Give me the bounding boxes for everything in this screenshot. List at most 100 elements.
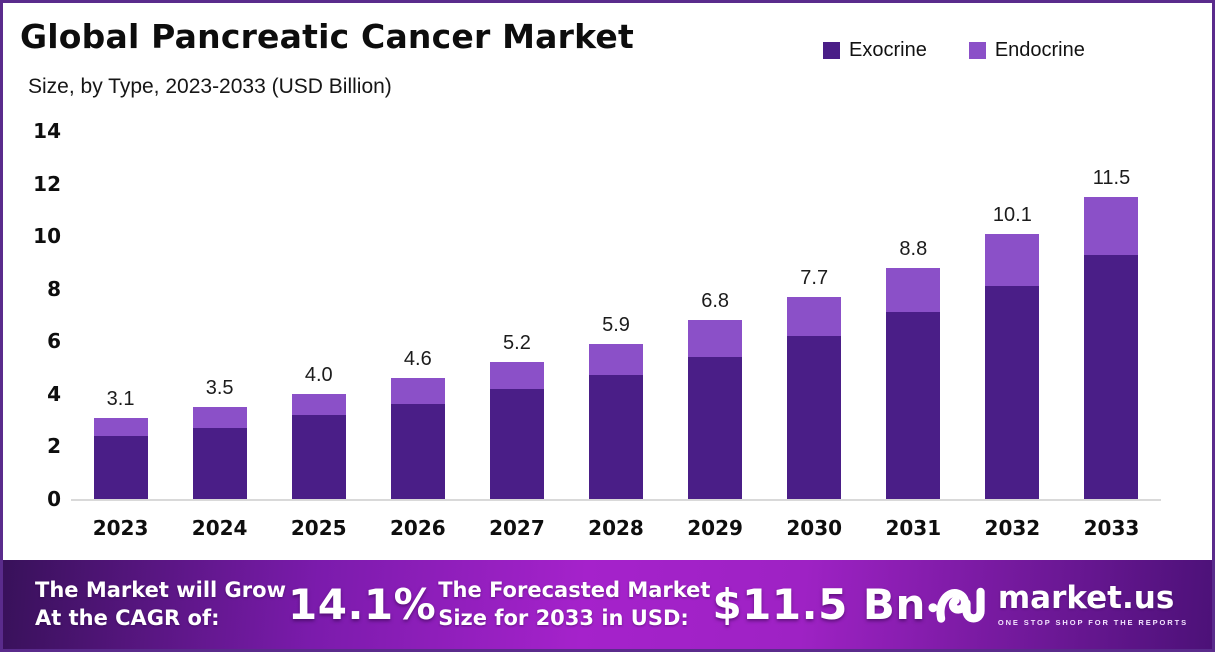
bar-segment-exocrine — [787, 336, 842, 499]
y-axis-tick: 0 — [47, 487, 61, 511]
legend-label-endocrine: Endocrine — [994, 39, 1085, 61]
bar-segment-exocrine — [390, 404, 445, 499]
bar-segment-endocrine — [390, 378, 445, 405]
forecast-value: $11.5 Bn — [712, 580, 926, 629]
bar-segment-exocrine — [489, 388, 544, 499]
bar-group: 6.8 — [666, 133, 765, 499]
bar-stack — [192, 407, 247, 499]
bar-stack — [93, 417, 148, 499]
bar-group: 5.2 — [467, 133, 566, 499]
logo-wordmark: market.us — [997, 580, 1175, 617]
x-axis-labels: 2023 2024 2025 2026 2027 2028 2029 2030 2031 2032… — [71, 516, 1161, 540]
cagr-text: The Market will Grow At the CAGR of: — [35, 577, 286, 632]
bar-segment-exocrine — [886, 312, 941, 499]
logo-text-block: market.us ONE STOP SHOP FOR THE REPORTS — [998, 582, 1188, 627]
bar-stack — [1084, 196, 1139, 499]
bar-segment-endocrine — [985, 233, 1040, 287]
bar-segment-exocrine — [1084, 254, 1139, 499]
legend: Exocrine Endocrine — [823, 39, 1085, 62]
bar-segment-endocrine — [688, 320, 743, 358]
x-axis-label: 2026 — [389, 516, 446, 540]
x-axis-label: 2025 — [290, 516, 347, 540]
cagr-text-line1: The Market will Grow — [35, 577, 286, 602]
x-axis-label: 2030 — [786, 516, 843, 540]
y-axis-tick: 12 — [33, 171, 61, 196]
x-axis-label: 2033 — [1083, 516, 1140, 540]
bar-group: 7.7 — [765, 133, 864, 499]
bar-segment-endocrine — [93, 417, 148, 436]
x-axis-label: 2031 — [885, 516, 942, 540]
bar-stack — [291, 393, 346, 499]
bar-segment-exocrine — [192, 428, 247, 499]
forecast-text-line2: Size for 2033 in USD: — [438, 605, 689, 630]
bar-group: 3.1 — [71, 133, 170, 499]
chart-subtitle: Size, by Type, 2023-2033 (USD Billion) — [28, 75, 392, 98]
bar-segment-exocrine — [291, 414, 346, 499]
bar-stack — [688, 320, 743, 499]
exocrine-swatch-icon — [823, 42, 840, 59]
x-axis-label: 2029 — [687, 516, 743, 540]
cagr-text-line2: At the CAGR of: — [35, 605, 220, 630]
bar-total-label: 4.0 — [304, 363, 333, 386]
y-axis-tick: 8 — [47, 276, 61, 301]
bar-group: 4.0 — [269, 133, 368, 499]
bar-segment-exocrine — [688, 357, 743, 499]
marketus-logo: market.us ONE STOP SHOP FOR THE REPORTS — [928, 580, 1188, 630]
logo-tagline: ONE STOP SHOP FOR THE REPORTS — [997, 617, 1188, 627]
bar-segment-endocrine — [589, 343, 644, 376]
bar-group: 11.5 — [1062, 133, 1161, 499]
bar-stack — [589, 343, 644, 499]
bar-group: 4.6 — [368, 133, 467, 499]
endocrine-swatch-icon — [968, 42, 986, 59]
y-axis-tick: 2 — [47, 434, 61, 459]
chart-title: Global Pancreatic Cancer Market — [20, 17, 634, 56]
x-axis-label: 2032 — [984, 516, 1041, 540]
forecast-text: The Forecasted Market Size for 2033 in U… — [438, 577, 710, 632]
y-axis-tick: 10 — [33, 224, 61, 249]
x-axis-label: 2027 — [489, 516, 545, 540]
y-axis-tick: 6 — [47, 329, 61, 354]
bar-total-label: 7.7 — [800, 266, 829, 289]
bar-group: 3.5 — [170, 133, 269, 499]
logo-swirl-icon — [928, 587, 985, 623]
bar-stack — [985, 233, 1040, 499]
bar-segment-endocrine — [291, 393, 346, 415]
bar-total-label: 4.6 — [403, 348, 432, 371]
bar-total-label: 3.5 — [205, 377, 234, 400]
bar-total-label: 5.2 — [503, 332, 531, 355]
legend-label-exocrine: Exocrine — [849, 39, 927, 61]
bar-total-label: 10.1 — [992, 203, 1032, 226]
x-axis-label: 2023 — [92, 516, 149, 540]
bar-group: 10.1 — [963, 133, 1062, 499]
bar-total-label: 6.8 — [701, 290, 730, 313]
x-axis-label: 2024 — [191, 516, 248, 540]
chart: 0 2 4 6 8 10 12 14 3.1 3.5 4.0 4.6 5.2 5.9 6.8 7.7 8.8 10… — [33, 119, 1161, 540]
bar-group: 8.8 — [864, 133, 963, 499]
bar-segment-endocrine — [886, 267, 941, 313]
cagr-value: 14.1% — [288, 580, 437, 629]
bar-segment-exocrine — [985, 286, 1040, 499]
bar-stack — [787, 296, 842, 499]
cagr-banner: The Market will Grow At the CAGR of: 14.… — [3, 560, 1212, 649]
bar-stack — [489, 362, 544, 499]
forecast-text-line1: The Forecasted Market — [438, 577, 711, 602]
bar-total-label: 3.1 — [106, 387, 135, 410]
bar-segment-endocrine — [787, 296, 842, 337]
bar-segment-endocrine — [1084, 196, 1139, 255]
x-axis-label: 2028 — [588, 516, 644, 540]
legend-item-exocrine: Exocrine — [823, 39, 927, 62]
bar-total-label: 5.9 — [602, 313, 630, 336]
legend-item-endocrine: Endocrine — [968, 39, 1085, 62]
bar-stack — [886, 267, 941, 499]
bar-total-label: 8.8 — [899, 237, 928, 260]
y-axis-tick: 14 — [33, 119, 61, 143]
y-axis-tick: 4 — [47, 381, 61, 406]
bar-group: 5.9 — [566, 133, 665, 499]
bar-segment-endocrine — [192, 407, 247, 429]
bar-segment-endocrine — [489, 362, 544, 389]
bar-total-label: 11.5 — [1092, 166, 1131, 189]
bar-stack — [390, 378, 445, 499]
bar-segment-exocrine — [589, 375, 644, 499]
bar-segment-exocrine — [93, 435, 148, 499]
